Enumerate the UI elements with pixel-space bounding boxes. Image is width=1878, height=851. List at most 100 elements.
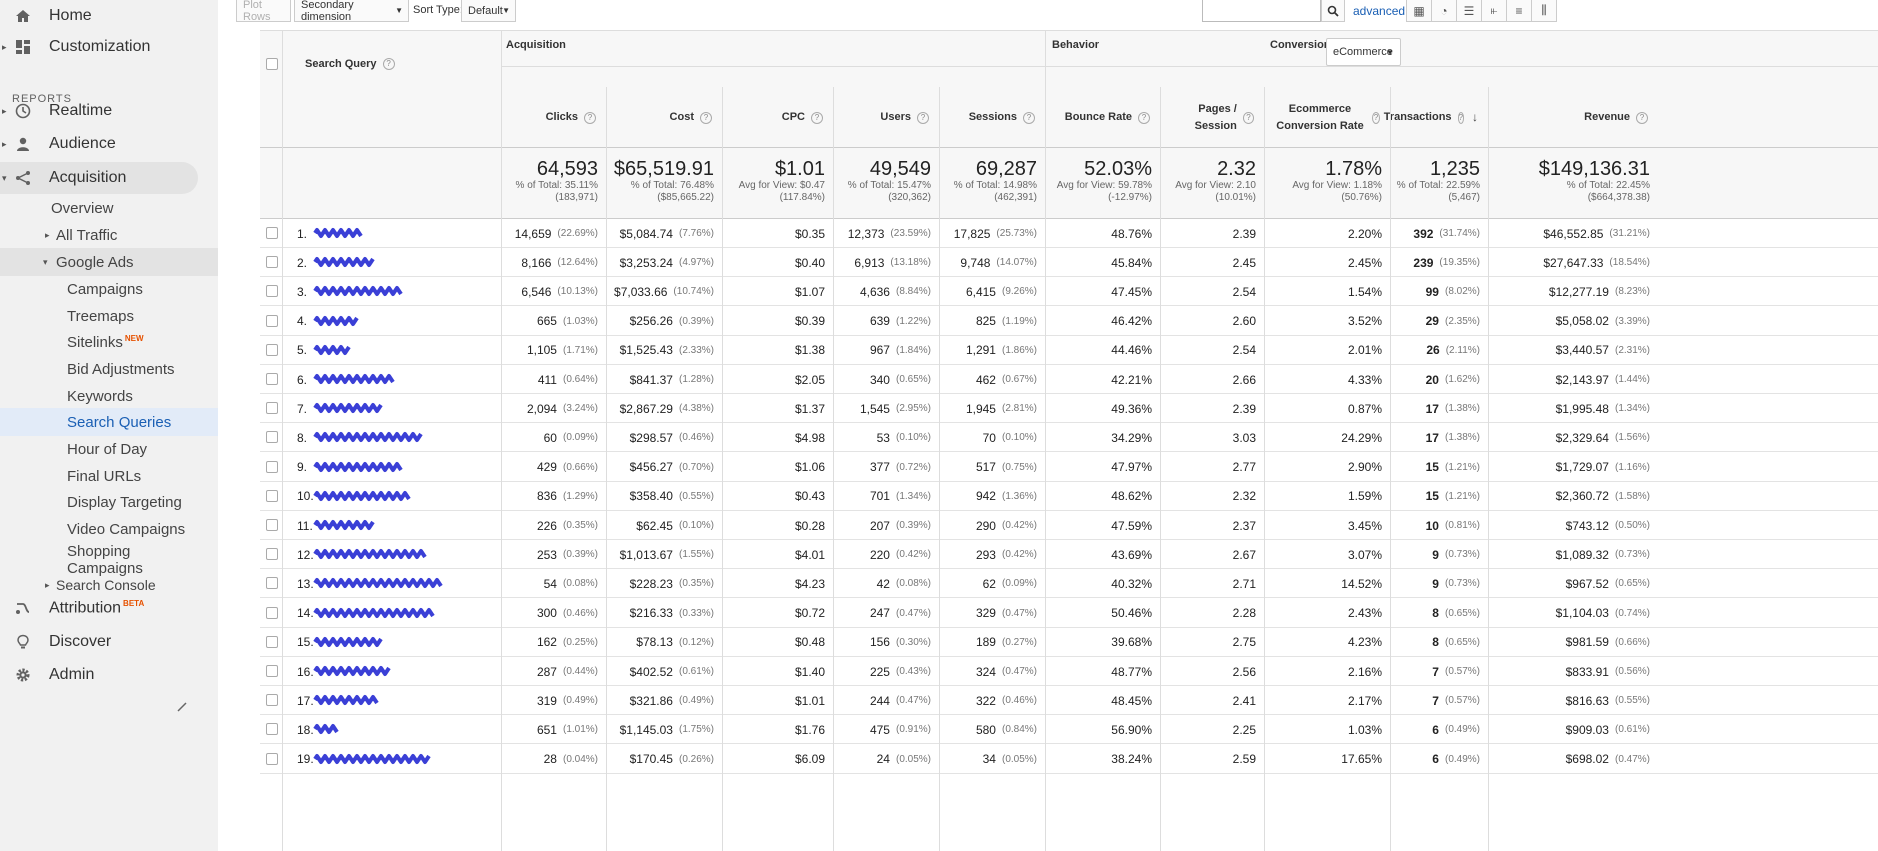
nav-treemaps[interactable]: Treemaps <box>0 302 218 330</box>
row-checkbox[interactable] <box>266 343 278 356</box>
nav-realtime[interactable]: ▸ Realtime <box>0 95 198 127</box>
collapse-sidebar-icon[interactable] <box>176 700 188 712</box>
row-checkbox[interactable] <box>266 402 278 415</box>
redacted-search-query[interactable] <box>313 431 423 443</box>
ecommerce-conversion-rate-header[interactable]: Ecommerce Conversion Rate? <box>1264 87 1390 148</box>
table-row[interactable]: 19. 28 (0.04%) $170.45 (0.26%) $6.09 24 (0.05%)… <box>260 744 1878 774</box>
row-checkbox[interactable] <box>266 694 278 707</box>
table-row[interactable]: 6. 411 (0.64%) $841.37 (1.28%) $2.05 340 (0.65%… <box>260 365 1878 394</box>
nav-hour-of-day[interactable]: Hour of Day <box>0 435 218 463</box>
row-checkbox[interactable] <box>266 723 278 736</box>
redacted-search-query[interactable] <box>313 490 411 502</box>
redacted-search-query[interactable] <box>313 227 363 239</box>
row-checkbox[interactable] <box>266 373 278 385</box>
redacted-search-query[interactable] <box>313 548 428 560</box>
table-row[interactable]: 1. 14,659 (22.69%) $5,084.74 (7.76%) $0.35 12,… <box>260 219 1878 248</box>
nav-shopping-campaigns[interactable]: Shopping Campaigns <box>0 542 218 578</box>
redacted-search-query[interactable] <box>313 402 383 414</box>
table-row[interactable]: 10. 836 (1.29%) $358.40 (0.55%) $0.43 701 (1.34… <box>260 481 1878 511</box>
view-pivot-button[interactable]: ⫼ <box>1531 0 1557 22</box>
nav-google-ads[interactable]: ▾ Google Ads <box>0 248 218 276</box>
nav-audience[interactable]: ▸ Audience <box>0 128 198 160</box>
row-checkbox[interactable] <box>266 256 278 269</box>
nav-attribution[interactable]: Attribution BETA <box>0 592 198 624</box>
table-row[interactable]: 12. 253 (0.39%) $1,013.67 (1.55%) $4.01 220 (0.… <box>260 540 1878 570</box>
nav-all-traffic[interactable]: ▸ All Traffic <box>0 221 218 249</box>
help-icon[interactable]: ? <box>1023 111 1035 124</box>
plot-rows-button[interactable]: Plot Rows <box>236 0 291 23</box>
help-icon[interactable]: ? <box>917 111 929 124</box>
table-row[interactable]: 15. 162 (0.25%) $78.13 (0.12%) $0.48 156 (0.30%… <box>260 627 1878 657</box>
nav-admin[interactable]: Admin <box>0 659 198 691</box>
table-row[interactable]: 3. 6,546 (10.13%) $7,033.66 (10.74%) $1.07 4,6… <box>260 277 1878 307</box>
nav-campaigns[interactable]: Campaigns <box>0 275 218 303</box>
row-checkbox[interactable] <box>266 752 278 765</box>
row-checkbox[interactable] <box>266 227 278 239</box>
clicks-header[interactable]: Clicks? <box>501 87 606 148</box>
cost-header[interactable]: Cost? <box>606 87 722 148</box>
nav-search-queries[interactable]: Search Queries <box>0 408 218 436</box>
redacted-search-query[interactable] <box>313 723 341 735</box>
users-header[interactable]: Users? <box>833 87 939 148</box>
table-row[interactable]: 13. 54 (0.08%) $228.23 (0.35%) $4.23 42 (0.08%)… <box>260 569 1878 599</box>
table-row[interactable]: 9. 429 (0.66%) $456.27 (0.70%) $1.06 377 (0.72%… <box>260 452 1878 482</box>
help-icon[interactable]: ? <box>700 111 712 124</box>
row-checkbox[interactable] <box>266 285 278 298</box>
view-table-button[interactable]: ▦ <box>1406 0 1432 22</box>
table-row[interactable]: 11. 226 (0.35%) $62.45 (0.10%) $0.28 207 (0.39%… <box>260 511 1878 540</box>
nav-bid-adjustments[interactable]: Bid Adjustments <box>0 355 218 383</box>
help-icon[interactable]: ? <box>1138 111 1150 124</box>
table-row[interactable]: 14. 300 (0.46%) $216.33 (0.33%) $0.72 247 (0.47… <box>260 598 1878 628</box>
nav-acquisition[interactable]: ▾ Acquisition <box>0 162 198 194</box>
row-checkbox[interactable] <box>266 314 278 327</box>
search-query-header[interactable]: Search Query? <box>305 58 395 71</box>
nav-discover[interactable]: Discover <box>0 626 198 658</box>
redacted-search-query[interactable] <box>313 344 351 356</box>
row-checkbox[interactable] <box>266 635 278 648</box>
table-row[interactable]: 17. 319 (0.49%) $321.86 (0.49%) $1.01 244 (0.47… <box>260 686 1878 716</box>
view-performance-button[interactable]: ☰ <box>1456 0 1482 22</box>
row-checkbox[interactable] <box>266 606 278 619</box>
nav-search-console[interactable]: ▸ Search Console <box>0 574 218 596</box>
pages-per-session-header[interactable]: Pages / Session? <box>1160 87 1264 148</box>
cpc-header[interactable]: CPC? <box>722 87 833 148</box>
help-icon[interactable]: ? <box>811 111 823 124</box>
table-row[interactable]: 2. 8,166 (12.64%) $3,253.24 (4.97%) $0.40 6,91… <box>260 248 1878 278</box>
bounce-rate-header[interactable]: Bounce Rate? <box>1045 87 1160 148</box>
select-all-checkbox[interactable] <box>266 58 278 70</box>
nav-home[interactable]: Home <box>0 0 198 32</box>
view-comparison-button[interactable]: ⫦ <box>1481 0 1507 22</box>
row-checkbox[interactable] <box>266 665 278 677</box>
search-button[interactable] <box>1321 0 1345 22</box>
nav-display-targeting[interactable]: Display Targeting <box>0 488 218 516</box>
redacted-search-query[interactable] <box>313 607 435 619</box>
redacted-search-query[interactable] <box>313 753 431 765</box>
row-checkbox[interactable] <box>266 489 278 502</box>
redacted-search-query[interactable] <box>313 665 393 677</box>
redacted-search-query[interactable] <box>313 315 361 327</box>
help-icon[interactable]: ? <box>382 58 395 71</box>
redacted-search-query[interactable] <box>313 636 383 648</box>
table-row[interactable]: 5. 1,105 (1.71%) $1,525.43 (2.33%) $1.38 967 (1… <box>260 335 1878 365</box>
table-row[interactable]: 18. 651 (1.01%) $1,145.03 (1.75%) $1.76 475 (0.… <box>260 715 1878 745</box>
row-checkbox[interactable] <box>266 519 278 531</box>
table-row[interactable]: 8. 60 (0.09%) $298.57 (0.46%) $4.98 53 (0.10%) 7… <box>260 423 1878 453</box>
nav-final-urls[interactable]: Final URLs <box>0 462 218 490</box>
nav-sitelinks[interactable]: Sitelinks NEW <box>0 328 218 356</box>
conversions-dropdown[interactable]: eCommerce ▼ <box>1326 38 1401 66</box>
view-pie-button[interactable]: ◔ <box>1431 0 1457 22</box>
redacted-search-query[interactable] <box>313 461 405 473</box>
redacted-search-query[interactable] <box>313 285 403 297</box>
nav-video-campaigns[interactable]: Video Campaigns <box>0 515 218 543</box>
view-term-cloud-button[interactable]: ≡ <box>1506 0 1532 22</box>
help-icon[interactable]: ? <box>1636 111 1648 124</box>
row-checkbox[interactable] <box>266 431 278 444</box>
table-row[interactable]: 7. 2,094 (3.24%) $2,867.29 (4.38%) $1.37 1,545… <box>260 394 1878 424</box>
help-icon[interactable]: ? <box>584 111 596 124</box>
table-row[interactable]: 4. 665 (1.03%) $256.26 (0.39%) $0.39 639 (1.22%… <box>260 306 1878 336</box>
redacted-search-query[interactable] <box>313 373 398 385</box>
nav-customization[interactable]: ▸ Customization <box>0 31 198 63</box>
row-checkbox[interactable] <box>266 577 278 590</box>
help-icon[interactable]: ? <box>1371 111 1380 124</box>
revenue-header[interactable]: Revenue? <box>1488 87 1658 148</box>
